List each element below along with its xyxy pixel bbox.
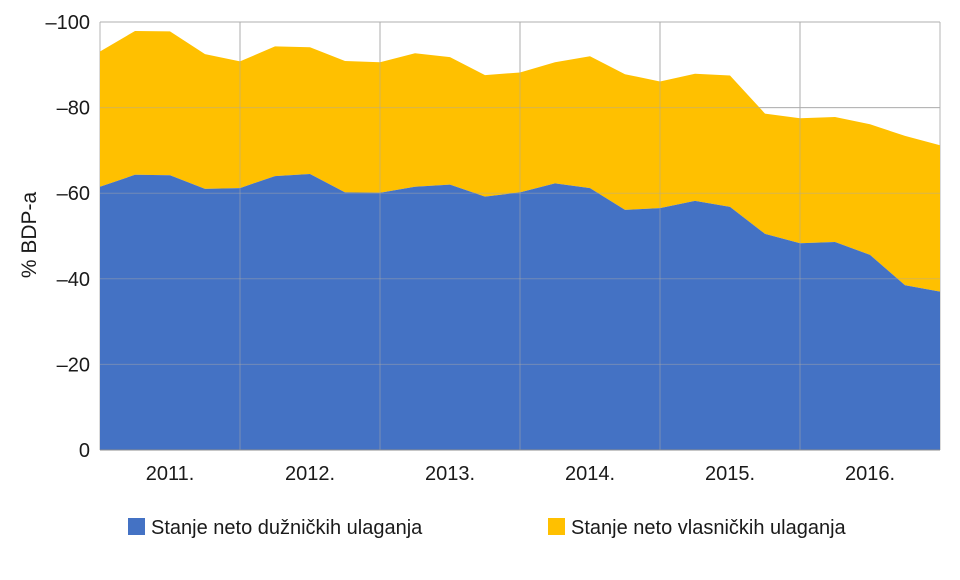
x-tick-label: 2014. — [565, 463, 615, 485]
y-tick-label: –40 — [57, 269, 90, 291]
legend-label-debt: Stanje neto dužničkih ulaganja — [151, 517, 423, 539]
y-tick-label: 0 — [79, 440, 90, 462]
y-tick-label: –100 — [46, 12, 91, 34]
x-tick-label: 2015. — [705, 463, 755, 485]
axes: 0 –20 –40 –60 –80 –100 2011. 2012. 2013. 2014. 201… — [46, 12, 940, 485]
x-tick-label: 2016. — [845, 463, 895, 485]
x-tick-label: 2013. — [425, 463, 475, 485]
legend: Stanje neto dužničkih ulaganja Stanje net… — [128, 517, 847, 539]
y-tick-label: –20 — [57, 354, 90, 376]
legend-swatch-debt — [128, 518, 145, 535]
y-tick-label: –80 — [57, 98, 90, 120]
legend-label-equity: Stanje neto vlasničkih ulaganja — [571, 517, 847, 539]
y-tick-label: –60 — [57, 183, 90, 205]
area-series — [100, 21, 940, 450]
x-tick-label: 2012. — [285, 463, 335, 485]
legend-swatch-equity — [548, 518, 565, 535]
x-tick-label: 2011. — [146, 463, 195, 485]
y-axis-title: % BDP-a — [18, 192, 41, 279]
